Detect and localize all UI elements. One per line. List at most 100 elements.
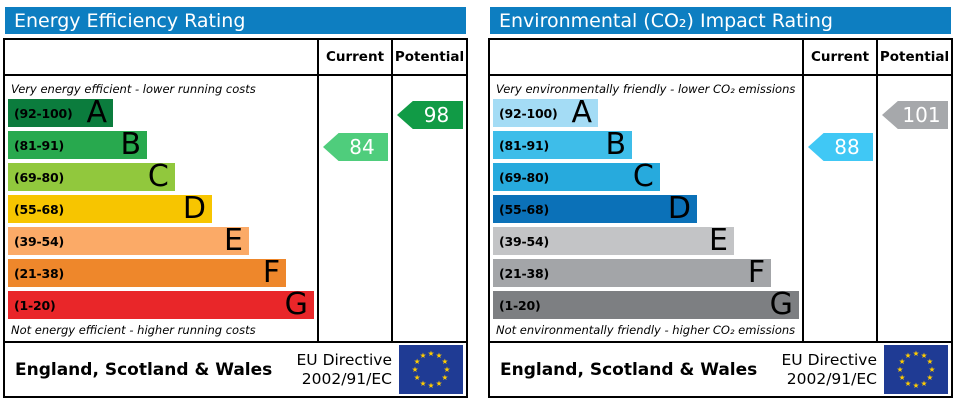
band-range: (55-68) — [14, 201, 65, 217]
band-letter: D — [182, 191, 206, 226]
potential-column-header: Potential — [876, 40, 951, 74]
band-letter: C — [147, 159, 169, 194]
footer: England, Scotland & Wales EU Directive 2… — [488, 341, 953, 398]
current-rating-value: 88 — [834, 135, 860, 159]
band-letter: F — [747, 255, 766, 290]
band-b: (81-91) B — [493, 127, 633, 162]
potential-rating-arrow: 98 — [397, 101, 463, 129]
svg-text:★: ★ — [442, 373, 449, 382]
table-header: Current Potential — [5, 40, 466, 76]
band-g: (1-20) G — [493, 290, 799, 320]
svg-text:★: ★ — [913, 381, 920, 390]
band-letter: D — [667, 191, 691, 226]
svg-text:★: ★ — [899, 357, 906, 366]
band-g: (1-20) G — [8, 287, 314, 322]
energy-efficiency-panel: Energy Efficiency Rating Current Potenti… — [3, 4, 468, 398]
band-c: (69-80) C — [493, 159, 660, 194]
band-range: (39-54) — [14, 233, 65, 249]
band-e: (39-54) E — [493, 223, 735, 258]
eu-directive-line2: 2002/91/EC — [301, 369, 392, 388]
potential-column: 101 — [876, 76, 951, 341]
svg-text:★: ★ — [929, 365, 936, 374]
bottom-note: Not energy efficient - higher running co… — [11, 323, 256, 337]
band-range: (1-20) — [14, 297, 56, 313]
svg-text:★: ★ — [436, 351, 443, 360]
current-column-header: Current — [802, 40, 876, 74]
eu-directive-line1: EU Directive — [296, 350, 393, 369]
potential-rating-arrow: 101 — [882, 101, 948, 129]
band-range: (21-38) — [499, 265, 550, 281]
band-a: (92-100) A — [8, 95, 114, 130]
table-header: Current Potential — [490, 40, 951, 76]
eu-directive-line2: 2002/91/EC — [786, 369, 877, 388]
current-rating-arrow: 88 — [808, 133, 873, 161]
bottom-note: Not environmentally friendly - higher CO… — [496, 323, 796, 337]
svg-text:★: ★ — [428, 349, 435, 358]
band-f: (21-38) F — [493, 255, 772, 290]
svg-text:★: ★ — [913, 349, 920, 358]
header-spacer — [490, 40, 802, 74]
svg-text:★: ★ — [905, 351, 912, 360]
svg-text:★: ★ — [927, 373, 934, 382]
svg-text:★: ★ — [436, 379, 443, 388]
band-letter: B — [120, 127, 142, 162]
band-letter: A — [571, 95, 593, 130]
band-letter: E — [709, 223, 729, 258]
band-range: (92-100) — [499, 105, 558, 121]
band-a: (92-100) A — [493, 95, 599, 130]
band-letter: G — [284, 287, 308, 322]
eu-flag-icon: ★ ★ ★ ★ ★ ★ ★ ★ ★ ★ ★ ★ — [884, 345, 948, 394]
band-c: (69-80) C — [8, 159, 175, 194]
svg-text:★: ★ — [414, 357, 421, 366]
svg-text:★: ★ — [444, 365, 451, 374]
region-label: England, Scotland & Wales — [15, 359, 273, 380]
svg-text:★: ★ — [905, 379, 912, 388]
rating-table: Current Potential Very energy efficient … — [3, 38, 468, 343]
band-letter: C — [632, 159, 654, 194]
panel-title: Environmental (CO₂) Impact Rating — [490, 7, 951, 34]
svg-text:★: ★ — [899, 373, 906, 382]
current-column-header: Current — [317, 40, 391, 74]
eu-directive-line1: EU Directive — [781, 350, 878, 369]
svg-text:★: ★ — [442, 357, 449, 366]
band-range: (39-54) — [499, 233, 550, 249]
top-note: Very energy efficient - lower running co… — [11, 82, 256, 96]
band-range: (81-91) — [499, 137, 550, 153]
environmental-impact-panel: Environmental (CO₂) Impact Rating Curren… — [488, 4, 953, 398]
band-letter: A — [86, 95, 108, 130]
svg-text:★: ★ — [897, 365, 904, 374]
band-range: (92-100) — [14, 105, 73, 121]
table-body: Very energy efficient - lower running co… — [5, 76, 466, 341]
potential-rating-value: 101 — [902, 103, 941, 127]
band-range: (55-68) — [499, 201, 550, 217]
svg-text:★: ★ — [428, 381, 435, 390]
band-letter: E — [224, 223, 244, 258]
table-body: Very environmentally friendly - lower CO… — [490, 76, 951, 341]
band-b: (81-91) B — [8, 127, 148, 162]
svg-text:★: ★ — [412, 365, 419, 374]
header-spacer — [5, 40, 317, 74]
current-rating-value: 84 — [349, 135, 375, 159]
band-range: (69-80) — [499, 169, 550, 185]
band-range: (1-20) — [499, 297, 541, 313]
bands-column: Very environmentally friendly - lower CO… — [490, 76, 802, 341]
band-letter: F — [262, 255, 281, 290]
svg-text:★: ★ — [414, 373, 421, 382]
band-f: (21-38) F — [8, 255, 287, 290]
rating-table: Current Potential Very environmentally f… — [488, 38, 953, 343]
svg-text:★: ★ — [420, 351, 427, 360]
eu-flag-icon: ★ ★ ★ ★ ★ ★ ★ ★ ★ ★ ★ ★ — [399, 345, 463, 394]
svg-text:★: ★ — [927, 357, 934, 366]
eu-directive-label: EU Directive 2002/91/EC — [782, 351, 878, 389]
band-range: (81-91) — [14, 137, 65, 153]
svg-text:★: ★ — [921, 351, 928, 360]
band-letter: B — [605, 127, 627, 162]
bands-column: Very energy efficient - lower running co… — [5, 76, 317, 341]
band-range: (69-80) — [14, 169, 65, 185]
potential-rating-value: 98 — [423, 103, 450, 127]
eu-directive-label: EU Directive 2002/91/EC — [297, 351, 393, 389]
band-d: (55-68) D — [8, 191, 212, 226]
potential-column-header: Potential — [391, 40, 466, 74]
current-column: 84 — [317, 76, 391, 341]
